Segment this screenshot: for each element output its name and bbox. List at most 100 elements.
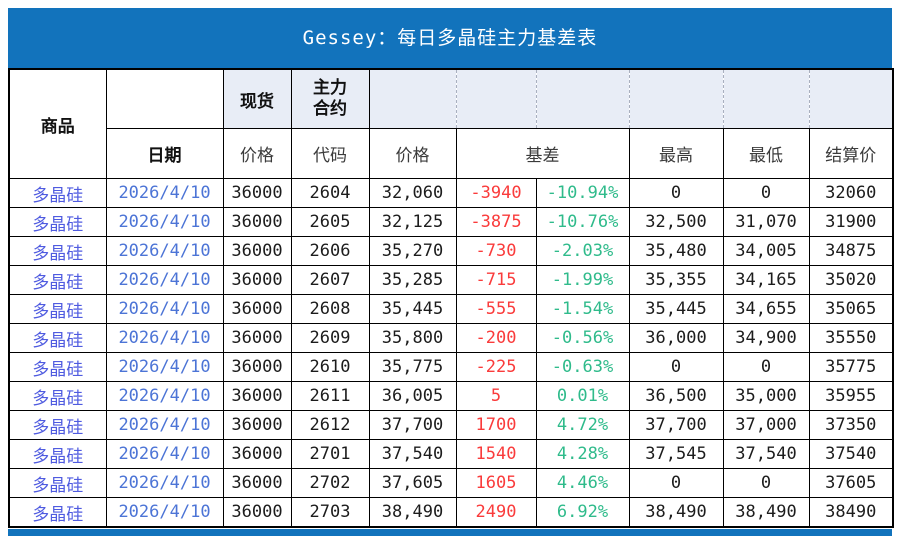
header-spacer-low [722, 68, 810, 129]
cell-product: 多晶硅 [8, 381, 107, 411]
header-spacer-settle [808, 68, 894, 129]
cell-high: 35,355 [628, 265, 724, 295]
cell-date: 2026/4/10 [105, 468, 224, 498]
cell-contract-code: 2608 [290, 294, 370, 324]
cell-contract-code: 2606 [290, 236, 370, 266]
table-row: 多晶硅 2026/4/10 36000 2701 37,540 1540 4.2… [8, 439, 894, 469]
cell-spot-price: 36000 [222, 178, 292, 208]
cell-high: 0 [628, 352, 724, 382]
cell-settle-price: 35065 [808, 294, 894, 324]
cell-contract-code: 2610 [290, 352, 370, 382]
cell-basis: -715 [455, 265, 537, 295]
col-header-settle-price: 结算价 [808, 128, 894, 179]
cell-spot-price: 36000 [222, 468, 292, 498]
cell-basis-pct: 0.01% [535, 381, 630, 411]
cell-spot-price: 36000 [222, 352, 292, 382]
cell-settle-price: 35775 [808, 352, 894, 382]
cell-contract-price: 35,285 [368, 265, 457, 295]
cell-low: 0 [722, 468, 810, 498]
cell-date: 2026/4/10 [105, 439, 224, 469]
cell-contract-code: 2703 [290, 497, 370, 528]
table-row: 多晶硅 2026/4/10 36000 2605 32,125 -3875 -1… [8, 207, 894, 237]
cell-basis-pct: -0.63% [535, 352, 630, 382]
cell-contract-code: 2702 [290, 468, 370, 498]
cell-settle-price: 35020 [808, 265, 894, 295]
cell-date: 2026/4/10 [105, 410, 224, 440]
cell-product: 多晶硅 [8, 497, 107, 528]
cell-basis-pct: -1.54% [535, 294, 630, 324]
cell-spot-price: 36000 [222, 381, 292, 411]
cell-product: 多晶硅 [8, 236, 107, 266]
cell-spot-price: 36000 [222, 207, 292, 237]
cell-basis-pct: 4.72% [535, 410, 630, 440]
cell-product: 多晶硅 [8, 207, 107, 237]
header-row-top: 商品 现货 主力 合约 [8, 68, 894, 179]
cell-low: 0 [722, 178, 810, 208]
cell-high: 37,545 [628, 439, 724, 469]
cell-basis: 1605 [455, 468, 537, 498]
cell-date: 2026/4/10 [105, 294, 224, 324]
col-header-high: 最高 [628, 128, 724, 179]
cell-product: 多晶硅 [8, 352, 107, 382]
table-body: 多晶硅 2026/4/10 36000 2604 32,060 -3940 -1… [8, 178, 894, 528]
cell-low: 34,165 [722, 265, 810, 295]
cell-basis-pct: 6.92% [535, 497, 630, 528]
cell-basis-pct: -10.76% [535, 207, 630, 237]
cell-high: 35,445 [628, 294, 724, 324]
cell-contract-price: 36,005 [368, 381, 457, 411]
cell-date: 2026/4/10 [105, 497, 224, 528]
cell-basis: 5 [455, 381, 537, 411]
cell-contract-code: 2701 [290, 439, 370, 469]
table-row: 多晶硅 2026/4/10 36000 2612 37,700 1700 4.7… [8, 410, 894, 440]
cell-product: 多晶硅 [8, 410, 107, 440]
cell-date: 2026/4/10 [105, 381, 224, 411]
table-row: 多晶硅 2026/4/10 36000 2606 35,270 -730 -2.… [8, 236, 894, 266]
cell-product: 多晶硅 [8, 439, 107, 469]
report-title: Gessey：每日多晶硅主力基差表 [8, 8, 892, 68]
cell-settle-price: 37350 [808, 410, 894, 440]
table-row: 多晶硅 2026/4/10 36000 2608 35,445 -555 -1.… [8, 294, 894, 324]
cell-settle-price: 37605 [808, 468, 894, 498]
table-row: 多晶硅 2026/4/10 36000 2609 35,800 -200 -0.… [8, 323, 894, 353]
cell-spot-price: 36000 [222, 265, 292, 295]
cell-contract-code: 2607 [290, 265, 370, 295]
cell-basis: 2490 [455, 497, 537, 528]
cell-product: 多晶硅 [8, 265, 107, 295]
cell-contract-code: 2604 [290, 178, 370, 208]
col-header-main-contract: 主力 合约 [290, 68, 370, 129]
cell-contract-price: 35,800 [368, 323, 457, 353]
cell-date: 2026/4/10 [105, 178, 224, 208]
cell-high: 36,000 [628, 323, 724, 353]
cell-contract-price: 37,700 [368, 410, 457, 440]
cell-contract-price: 37,540 [368, 439, 457, 469]
cell-basis-pct: -0.56% [535, 323, 630, 353]
cell-settle-price: 32060 [808, 178, 894, 208]
cell-product: 多晶硅 [8, 468, 107, 498]
cell-date: 2026/4/10 [105, 207, 224, 237]
col-header-contract-code: 代码 [290, 128, 370, 179]
cell-contract-code: 2612 [290, 410, 370, 440]
cell-high: 36,500 [628, 381, 724, 411]
cell-date: 2026/4/10 [105, 352, 224, 382]
header-spacer-date [105, 68, 224, 129]
cell-basis: 1540 [455, 439, 537, 469]
cell-product: 多晶硅 [8, 294, 107, 324]
col-header-product: 商品 [8, 68, 107, 179]
cell-high: 0 [628, 468, 724, 498]
cell-basis: -3875 [455, 207, 537, 237]
cell-basis: -3940 [455, 178, 537, 208]
cell-settle-price: 34875 [808, 236, 894, 266]
cell-low: 38,490 [722, 497, 810, 528]
cell-spot-price: 36000 [222, 439, 292, 469]
bottom-accent-bar [8, 529, 892, 536]
cell-high: 38,490 [628, 497, 724, 528]
cell-basis-pct: -1.99% [535, 265, 630, 295]
cell-contract-price: 32,060 [368, 178, 457, 208]
col-header-spot: 现货 [222, 68, 292, 129]
cell-basis: -555 [455, 294, 537, 324]
cell-contract-price: 35,775 [368, 352, 457, 382]
col-header-basis: 基差 [455, 128, 630, 179]
cell-product: 多晶硅 [8, 323, 107, 353]
cell-basis: -225 [455, 352, 537, 382]
cell-high: 35,480 [628, 236, 724, 266]
